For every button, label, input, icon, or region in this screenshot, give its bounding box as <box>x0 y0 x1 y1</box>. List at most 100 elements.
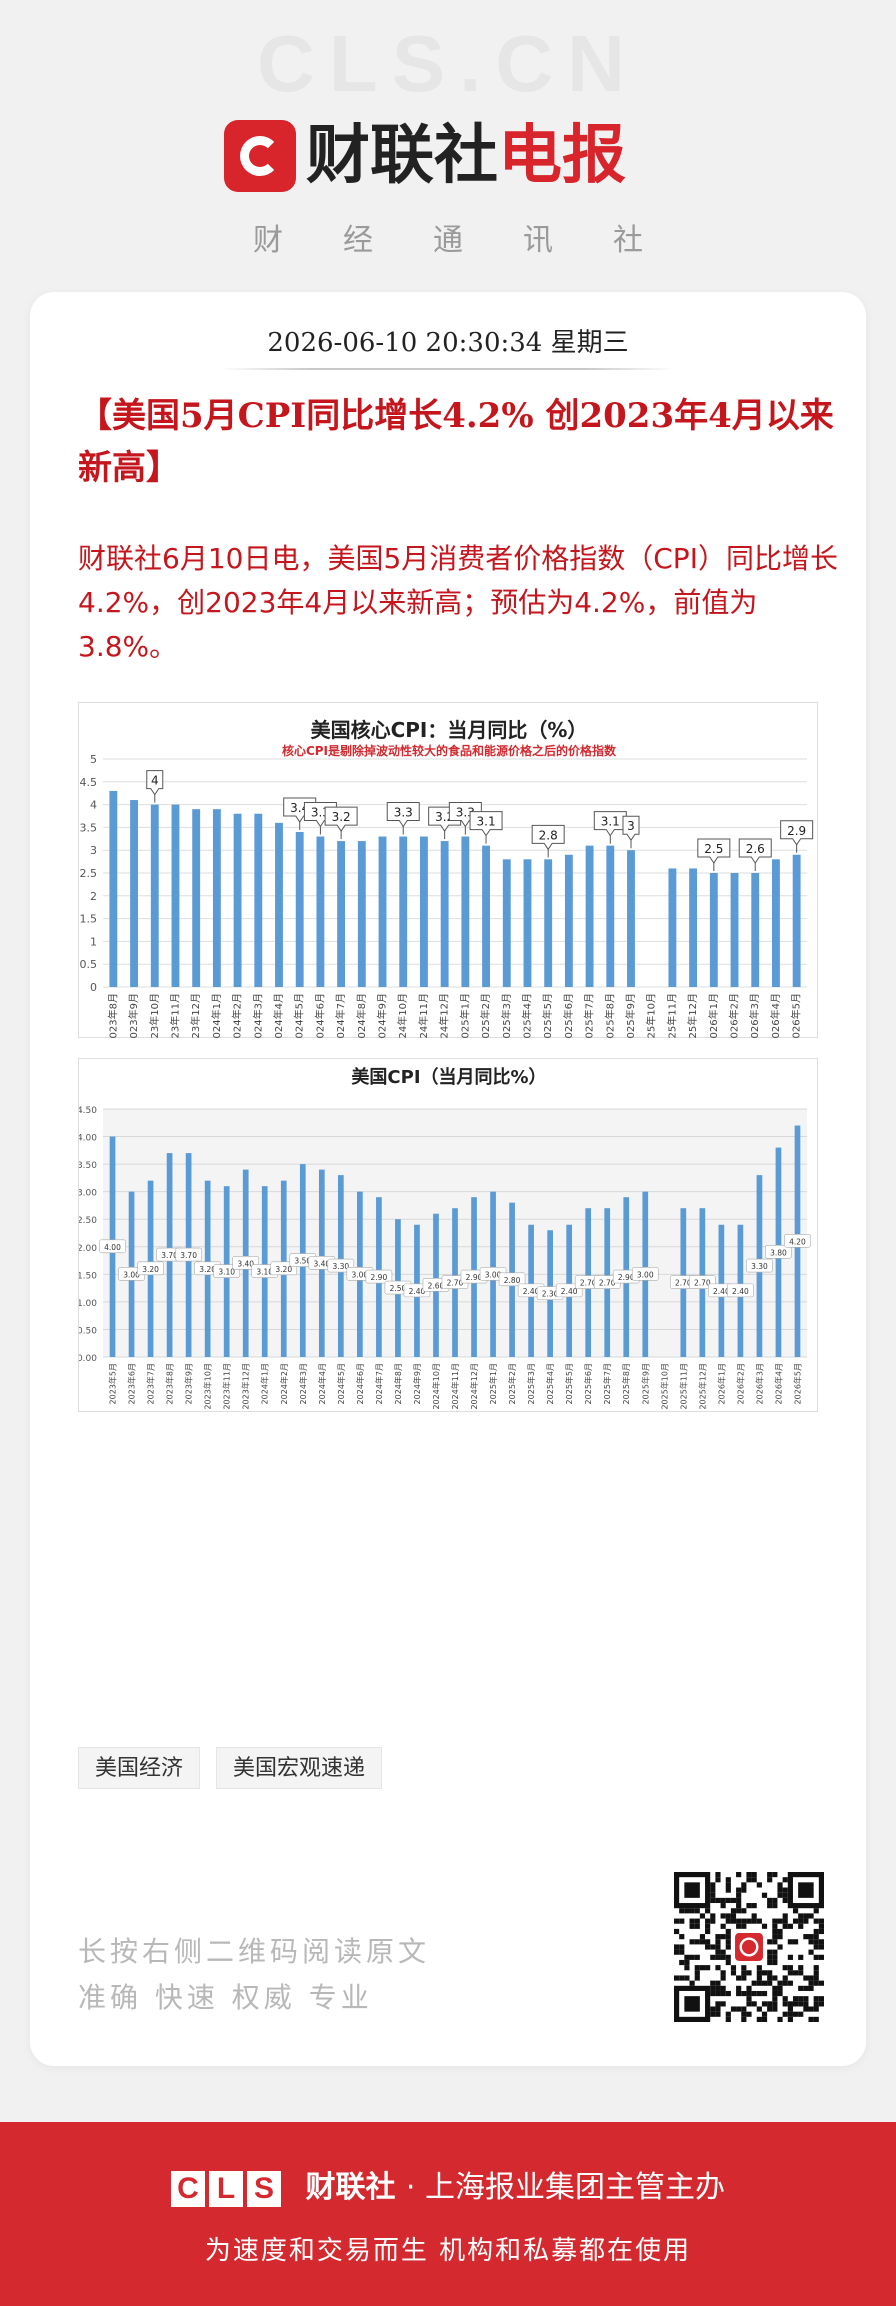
x-tick-label: 2025年8月 <box>621 1363 631 1404</box>
qr-module <box>787 1965 793 1971</box>
x-tick-label: 2026年1月 <box>716 1363 726 1404</box>
qr-module <box>813 2001 819 2007</box>
qr-module <box>741 2016 747 2022</box>
header: CLS.CN 财联社电报 财经通讯社 <box>0 0 896 300</box>
qr-module <box>720 1949 726 1955</box>
qr-module <box>730 1908 737 1914</box>
x-tick-label: 2026年2月 <box>735 1363 745 1404</box>
qr-module <box>782 1975 788 1981</box>
qr-module <box>813 2006 819 2012</box>
cls-letter-s: S <box>247 2170 281 2207</box>
tag-us-economy[interactable]: 美国经济 <box>78 1747 201 1789</box>
x-tick-label: 2025年6月 <box>562 993 575 1039</box>
qr-module <box>715 1965 721 1971</box>
qr-module <box>777 1934 783 1940</box>
qr-module <box>808 2016 814 2022</box>
data-label: 3.00 <box>352 1270 369 1279</box>
qr-module <box>767 1877 773 1883</box>
cls-c-icon <box>224 120 296 192</box>
qr-module <box>705 1965 711 1971</box>
qr-module <box>803 1934 809 1940</box>
data-label: 2.9 <box>787 824 806 838</box>
qr-module <box>746 1903 752 1909</box>
qr-module <box>772 1897 778 1904</box>
qr-module <box>798 1970 804 1976</box>
bar <box>233 813 242 987</box>
qr-module <box>741 1908 747 1914</box>
qr-module <box>798 2011 804 2017</box>
qr-module <box>803 2006 809 2012</box>
qr-module <box>715 2001 721 2007</box>
tag-list: 美国经济 美国宏观速递 <box>78 1747 383 1789</box>
qr-module <box>679 1908 685 1914</box>
qr-module <box>725 1877 731 1883</box>
qr-module <box>772 1923 778 1929</box>
x-tick-label: 2024年8月 <box>393 1363 403 1404</box>
qr-module <box>751 2001 757 2007</box>
qr-module <box>772 1934 778 1940</box>
data-label: 3.20 <box>142 1265 159 1274</box>
qr-module <box>720 1970 726 1976</box>
qr-module <box>741 1990 747 1997</box>
qr-module <box>813 1954 819 1960</box>
x-tick-label: 2024年6月 <box>313 993 326 1039</box>
qr-module <box>787 2011 793 2017</box>
logo-brand: 财联社 <box>306 119 498 193</box>
y-tick-label: 0.50 <box>79 1326 97 1336</box>
qr-module <box>813 1975 819 1981</box>
qr-module <box>772 1959 778 1966</box>
callout-box <box>622 815 640 842</box>
qr-module <box>818 2001 824 2007</box>
data-label: 3.2 <box>332 810 351 824</box>
qr-module <box>792 1918 799 1924</box>
qr-module <box>782 1965 788 1971</box>
qr-module <box>767 2006 773 2012</box>
qr-code-icon[interactable] <box>674 1872 824 2022</box>
footer-brand: 财联社 <box>305 2170 396 2205</box>
bar <box>420 836 428 987</box>
core-cpi-chart-svg: 美国核心CPI：当月同比（%）核心CPI是剔除掉波动性较大的食品和能源价格之后的… <box>80 718 814 1039</box>
bar <box>192 809 201 987</box>
x-tick-label: 2026年4月 <box>769 993 782 1039</box>
qr-module <box>725 1990 731 1997</box>
label-box <box>784 1233 811 1248</box>
data-label: 3.70 <box>161 1251 178 1260</box>
qr-module <box>818 1980 824 1986</box>
bar <box>254 813 263 987</box>
qr-module <box>808 1975 814 1981</box>
qr-module <box>813 1965 819 1971</box>
qr-module <box>756 1975 762 1981</box>
x-tick-label: 2024年8月 <box>355 993 368 1039</box>
qr-module <box>782 1980 788 1986</box>
x-tick-label: 2025年7月 <box>583 993 596 1039</box>
bar <box>337 841 346 987</box>
qr-module <box>694 1923 700 1929</box>
tag-us-macro[interactable]: 美国宏观速递 <box>216 1747 383 1789</box>
qr-module <box>798 1965 804 1971</box>
qr-module <box>710 1985 716 1991</box>
qr-module <box>725 1918 731 1924</box>
qr-module <box>803 1918 809 1924</box>
qr-module <box>725 1954 731 1960</box>
qr-module <box>777 1944 783 1950</box>
bar <box>606 845 615 987</box>
qr-module <box>730 1970 737 1976</box>
qr-module <box>767 1970 773 1976</box>
y-tick-label: 3.50 <box>79 1161 97 1171</box>
qr-module <box>751 1903 757 1909</box>
qr-module <box>756 1882 762 1888</box>
label-box <box>727 1283 754 1298</box>
bar <box>772 859 780 987</box>
date-divider <box>220 368 676 370</box>
qr-module <box>777 1892 783 1898</box>
qr-module <box>782 1887 788 1893</box>
label-box <box>99 1239 126 1254</box>
qr-module <box>710 1913 716 1919</box>
qr-module <box>777 1887 783 1893</box>
qr-module <box>777 1985 783 1991</box>
x-tick-label: 2023年11月 <box>168 993 181 1039</box>
qr-module <box>720 1985 726 1991</box>
data-label: 2.70 <box>675 1279 692 1288</box>
qr-module <box>730 1913 737 1919</box>
qr-module <box>803 2001 809 2007</box>
